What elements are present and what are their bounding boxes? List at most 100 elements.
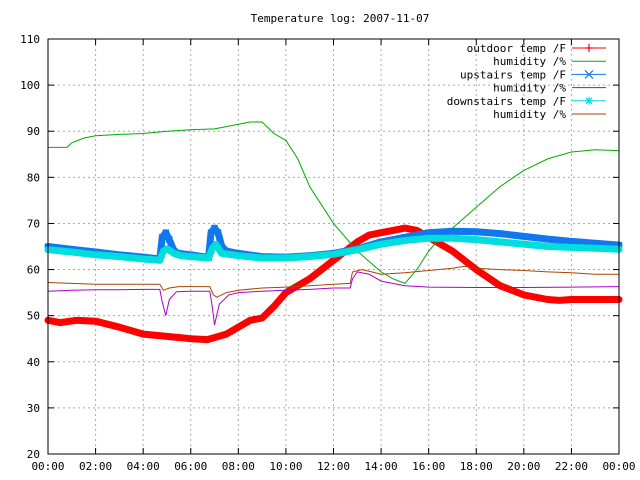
y-tick-label: 40 <box>27 356 40 369</box>
data-point <box>556 297 563 304</box>
data-point <box>163 333 170 340</box>
series-line <box>48 121 620 284</box>
data-point <box>330 251 337 258</box>
x-tick-label: 14:00 <box>365 460 398 473</box>
series-5 <box>47 265 619 298</box>
data-point <box>366 231 373 238</box>
data-point <box>162 229 170 237</box>
y-tick-label: 90 <box>27 125 40 138</box>
data-point <box>389 227 396 234</box>
series-layer <box>44 121 623 344</box>
data-point <box>425 235 432 242</box>
data-point <box>567 237 575 245</box>
data-point <box>354 246 361 253</box>
data-point <box>235 324 242 331</box>
data-point <box>425 229 433 237</box>
data-point <box>204 336 211 343</box>
data-point <box>306 275 313 282</box>
legend-marker <box>585 44 593 52</box>
x-tick-label: 12:00 <box>317 460 350 473</box>
x-tick-label: 06:00 <box>174 460 207 473</box>
y-tick-label: 100 <box>20 79 40 92</box>
data-point <box>116 324 123 331</box>
data-point <box>401 225 408 232</box>
legend-marker <box>584 69 594 79</box>
x-tick-label: 04:00 <box>127 460 160 473</box>
data-point <box>163 245 170 252</box>
y-tick-label: 60 <box>27 264 40 277</box>
data-point <box>187 335 194 342</box>
legend-label: humidity /% <box>493 55 566 68</box>
y-tick-label: 30 <box>27 402 40 415</box>
legend-label: downstairs temp /F <box>447 95 566 108</box>
y-tick-label: 50 <box>27 310 40 323</box>
data-point <box>401 237 408 244</box>
data-point <box>592 296 599 303</box>
x-tick-label: 16:00 <box>412 460 445 473</box>
data-point <box>214 229 222 237</box>
data-point <box>330 257 337 264</box>
axes: 20 30 40 50 60 70 80 90 100 110 00:00 02:00 04:00 06:… <box>20 33 635 473</box>
series-line <box>47 271 620 326</box>
y-tick-label: 110 <box>20 33 40 46</box>
x-tick-label: 22:00 <box>555 460 588 473</box>
data-point <box>354 238 361 245</box>
data-point <box>187 253 194 260</box>
data-point <box>306 253 313 260</box>
x-tick-label: 20:00 <box>507 460 540 473</box>
data-point <box>473 236 480 243</box>
legend-label: humidity /% <box>493 82 566 95</box>
data-point <box>520 241 527 248</box>
legend-label: upstairs temp /F <box>460 68 566 81</box>
data-point <box>218 250 225 257</box>
data-point <box>116 253 123 260</box>
data-point <box>92 318 99 325</box>
data-point <box>178 252 185 259</box>
y-tick-label: 80 <box>27 171 40 184</box>
data-point <box>156 257 163 264</box>
data-point <box>520 291 527 298</box>
data-point <box>235 252 242 259</box>
x-tick-label: 08:00 <box>222 460 255 473</box>
y-tick-label: 70 <box>27 217 40 230</box>
data-point <box>449 235 456 242</box>
data-point <box>592 245 599 252</box>
data-point <box>568 296 575 303</box>
legend-marker <box>585 96 593 105</box>
data-point <box>212 241 219 248</box>
series-3 <box>47 271 620 326</box>
series-line <box>47 265 619 298</box>
data-point <box>544 243 551 250</box>
data-point <box>225 251 232 258</box>
x-tick-label: 00:00 <box>31 460 64 473</box>
data-point <box>140 331 147 338</box>
data-point <box>449 248 456 255</box>
data-point <box>160 248 167 255</box>
data-point <box>568 244 575 251</box>
data-point <box>271 303 278 310</box>
y-tick-label: 20 <box>27 448 40 461</box>
data-point <box>448 227 456 235</box>
data-point <box>378 229 385 236</box>
data-point <box>209 245 216 252</box>
data-point <box>247 317 254 324</box>
series-1 <box>48 121 620 284</box>
data-point <box>259 314 266 321</box>
data-point <box>68 249 75 256</box>
data-point <box>92 251 99 258</box>
data-point <box>472 228 480 236</box>
data-point <box>259 255 266 262</box>
data-point <box>205 255 212 262</box>
data-point <box>378 241 385 248</box>
data-point <box>56 319 63 326</box>
data-point <box>497 238 504 245</box>
data-point <box>165 236 173 244</box>
data-point <box>496 230 504 238</box>
x-tick-label: 18:00 <box>460 460 493 473</box>
data-point <box>520 232 528 240</box>
legend-label: humidity /% <box>493 108 566 121</box>
data-point <box>140 255 147 262</box>
x-tick-label: 10:00 <box>269 460 302 473</box>
